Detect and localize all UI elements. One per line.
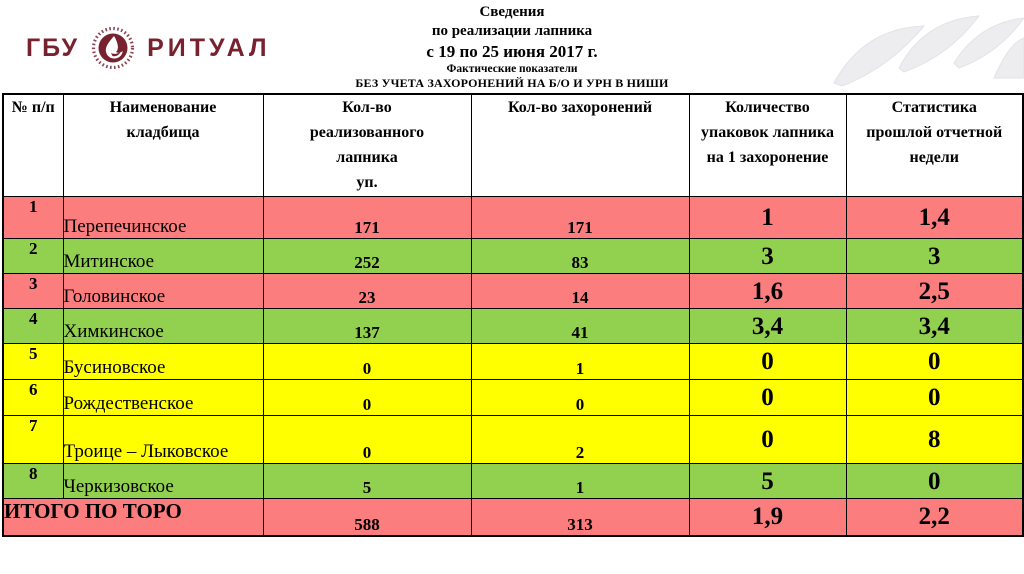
burials-cell: 14 [470, 273, 690, 309]
column-header-row-number: № п/п [2, 93, 64, 197]
burials-cell: 0 [470, 379, 690, 416]
row-number-cell: 2 [2, 238, 64, 274]
last-week-cell: 2,5 [845, 273, 1024, 309]
packs-per-burial-cell: 0 [688, 415, 847, 464]
header-row: № п/п Наименование кладбища Кол-во реали… [2, 93, 1024, 197]
report-table: № п/п Наименование кладбища Кол-во реали… [2, 93, 1024, 537]
burials-cell: 2 [470, 415, 690, 464]
last-week-cell: 3 [845, 238, 1024, 274]
cemetery-name-cell: Головинское [62, 273, 264, 309]
table-row: 7 Троице – Лыковское 0 2 0 8 [2, 415, 1024, 464]
cemetery-name-cell: Бусиновское [62, 343, 264, 380]
cemetery-name-cell: Рождественское [62, 379, 264, 416]
cemetery-name-cell: Троице – Лыковское [62, 415, 264, 464]
sold-packs-cell: 5 [262, 463, 472, 499]
cemetery-name-cell: Перепечинское [62, 196, 264, 239]
total-sold-packs-cell: 588 [262, 498, 472, 536]
row-number-cell: 1 [2, 196, 64, 239]
logo: ГБУ РИТУАЛ [26, 26, 271, 70]
sold-packs-cell: 0 [262, 379, 472, 416]
sold-packs-cell: 252 [262, 238, 472, 274]
last-week-cell: 0 [845, 379, 1024, 416]
sold-packs-cell: 137 [262, 308, 472, 344]
ritual-emblem-icon [91, 26, 135, 70]
burials-cell: 83 [470, 238, 690, 274]
row-number-cell: 7 [2, 415, 64, 464]
row-number-cell: 5 [2, 343, 64, 380]
total-packs-per-burial-cell: 1,9 [688, 498, 847, 536]
sold-packs-cell: 23 [262, 273, 472, 309]
cemetery-name-cell: Химкинское [62, 308, 264, 344]
burials-cell: 1 [470, 463, 690, 499]
column-header-last-week-stats: Статистика прошлой отчетной недели [845, 93, 1024, 197]
logo-brand-text: РИТУАЛ [147, 33, 271, 62]
slide-title: Сведения по реализации лапника с 19 по 2… [0, 3, 1024, 91]
packs-per-burial-cell: 3 [688, 238, 847, 274]
row-number-cell: 8 [2, 463, 64, 499]
title-line-4: Фактические показатели [446, 62, 578, 75]
total-label-cell: ИТОГО ПО ТОРО [2, 498, 264, 536]
logo-org-text: ГБУ [26, 33, 80, 62]
burials-cell: 41 [470, 308, 690, 344]
table-row: 3 Головинское 23 14 1,6 2,5 [2, 273, 1024, 309]
column-header-burials: Кол-во захоронений [470, 93, 690, 197]
row-number-cell: 6 [2, 379, 64, 416]
row-number-cell: 3 [2, 273, 64, 309]
total-burials-cell: 313 [470, 498, 690, 536]
last-week-cell: 0 [845, 463, 1024, 499]
burials-cell: 1 [470, 343, 690, 380]
table-row: 8 Черкизовское 5 1 5 0 [2, 463, 1024, 499]
total-last-week-cell: 2,2 [845, 498, 1024, 536]
table-row: 1 Перепечинское 171 171 1 1,4 [2, 196, 1024, 239]
packs-per-burial-cell: 3,4 [688, 308, 847, 344]
last-week-cell: 3,4 [845, 308, 1024, 344]
total-row: ИТОГО ПО ТОРО 588 313 1,9 2,2 [2, 498, 1024, 536]
row-number-cell: 4 [2, 308, 64, 344]
last-week-cell: 0 [845, 343, 1024, 380]
table-row: 5 Бусиновское 0 1 0 0 [2, 343, 1024, 380]
last-week-cell: 1,4 [845, 196, 1024, 239]
packs-per-burial-cell: 1,6 [688, 273, 847, 309]
title-line-5: БЕЗ УЧЕТА ЗАХОРОНЕНИЙ НА Б/О И УРН В НИШ… [355, 76, 669, 91]
leaves-watermark-icon [794, 8, 1024, 108]
sold-packs-cell: 0 [262, 415, 472, 464]
column-header-packs-per-burial: Количество упаковок лапника на 1 захорон… [688, 93, 847, 197]
table-row: 2 Митинское 252 83 3 3 [2, 238, 1024, 274]
title-line-1: Сведения [479, 4, 545, 20]
column-header-sold-packs: Кол-во реализованного лапника уп. [262, 93, 472, 197]
sold-packs-cell: 171 [262, 196, 472, 239]
last-week-cell: 8 [845, 415, 1024, 464]
packs-per-burial-cell: 0 [688, 343, 847, 380]
column-header-cemetery-name: Наименование кладбища [62, 93, 264, 197]
packs-per-burial-cell: 0 [688, 379, 847, 416]
packs-per-burial-cell: 1 [688, 196, 847, 239]
table-row: 6 Рождественское 0 0 0 0 [2, 379, 1024, 416]
cemetery-name-cell: Черкизовское [62, 463, 264, 499]
burials-cell: 171 [470, 196, 690, 239]
packs-per-burial-cell: 5 [688, 463, 847, 499]
title-line-3: с 19 по 25 июня 2017 г. [426, 41, 598, 61]
title-line-2: по реализации лапника [431, 22, 593, 39]
sold-packs-cell: 0 [262, 343, 472, 380]
cemetery-name-cell: Митинское [62, 238, 264, 274]
table-row: 4 Химкинское 137 41 3,4 3,4 [2, 308, 1024, 344]
